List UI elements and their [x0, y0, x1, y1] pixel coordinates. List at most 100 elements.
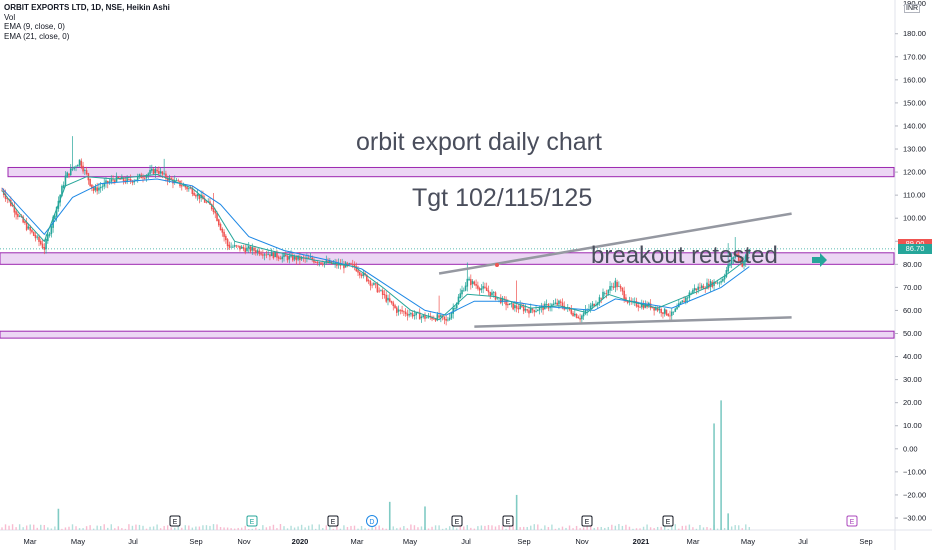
volume-bar	[166, 525, 169, 530]
ema9-label[interactable]: EMA (9, close, 0)	[4, 22, 65, 32]
candle-body	[397, 309, 400, 312]
ema21-label[interactable]: EMA (21, close, 0)	[4, 31, 70, 41]
candle-body	[686, 297, 689, 299]
candle-body	[519, 305, 521, 310]
candle-body	[133, 180, 135, 183]
candle-body	[748, 249, 751, 253]
candle-body	[351, 263, 354, 265]
volume-bar	[202, 525, 204, 530]
candle-body	[565, 308, 567, 310]
candle-body	[706, 282, 708, 289]
candle-body	[281, 256, 284, 260]
candle-body	[284, 254, 287, 257]
candle-body	[196, 193, 199, 197]
volume-bar	[396, 528, 398, 530]
candle-body	[722, 278, 724, 282]
candle-body	[392, 302, 395, 307]
candle-body	[415, 312, 417, 316]
candle-body	[574, 313, 576, 316]
volume-bar	[251, 528, 253, 530]
x-tick-label: Sep	[517, 537, 530, 546]
candle-body	[692, 289, 694, 294]
volume-bar	[170, 527, 172, 530]
volume-bar	[434, 525, 437, 530]
y-tick-label: 130.00	[903, 145, 926, 154]
candle-body	[210, 203, 213, 210]
candle-body	[36, 236, 39, 238]
volume-bar	[265, 527, 268, 530]
candle-body	[25, 222, 28, 230]
candle-body	[499, 297, 502, 304]
volume-bar	[378, 525, 380, 530]
volume-bar	[107, 527, 109, 530]
candle-body	[404, 311, 407, 315]
candle-body	[598, 297, 601, 304]
volume-bar	[100, 526, 102, 530]
candle-body	[270, 251, 273, 257]
y-tick-label: −30.00	[903, 513, 926, 522]
candle-body	[537, 310, 539, 312]
candle-body	[478, 288, 481, 291]
annotation-breakout[interactable]: breakout retested	[591, 242, 778, 269]
candle-body	[180, 185, 183, 187]
volume-bar	[632, 528, 634, 530]
candle-body	[699, 287, 701, 289]
candle-body	[457, 296, 460, 305]
volume-bar	[403, 526, 405, 530]
volume-bar	[322, 528, 324, 530]
y-tick-label: 30.00	[903, 375, 922, 384]
volume-bar	[688, 524, 691, 530]
candle-body	[316, 262, 319, 264]
candle-body	[464, 285, 467, 291]
candle-body	[128, 178, 130, 180]
candle-body	[247, 246, 250, 249]
candle-body	[473, 281, 476, 285]
candle-body	[117, 177, 120, 179]
volume-label[interactable]: Vol	[4, 12, 16, 22]
candle-body	[589, 305, 592, 310]
candle-body	[4, 194, 7, 199]
volume-bar	[593, 527, 595, 530]
volume-bar	[177, 524, 179, 530]
candle-body	[84, 170, 86, 171]
symbol-label[interactable]: ORBIT EXPORTS LTD, 1D, NSE, Heikin Ashi	[4, 3, 170, 12]
volume-bar	[131, 525, 134, 530]
candle-body	[741, 260, 744, 267]
candle-body	[29, 226, 31, 231]
candle-body	[470, 279, 472, 286]
volume-bar	[18, 524, 21, 530]
annotation-targets[interactable]: Tgt 102/115/125	[412, 184, 593, 212]
candle-body	[734, 252, 736, 258]
volume-bar	[530, 525, 532, 530]
candle-body	[531, 308, 534, 311]
volume-bar	[466, 525, 468, 530]
earnings-marker-label: E	[173, 519, 178, 526]
volume-bar	[128, 524, 130, 530]
candle-body	[286, 256, 289, 261]
candle-body	[101, 186, 104, 188]
volume-bar	[124, 528, 127, 530]
candle-body	[272, 252, 275, 259]
x-tick-label: Sep	[859, 537, 872, 546]
candle-body	[556, 302, 558, 305]
currency-badge[interactable]: INR	[904, 4, 921, 13]
volume-bar	[723, 528, 726, 530]
volume-bar	[473, 528, 476, 530]
candle-body	[142, 177, 144, 179]
volume-bar	[438, 525, 440, 530]
volume-bar	[61, 528, 63, 530]
candle-body	[381, 290, 384, 295]
candle-body	[290, 254, 292, 257]
candle-body	[193, 192, 195, 196]
candle-body	[492, 292, 495, 294]
volume-bar	[491, 525, 493, 530]
candle-body	[198, 194, 201, 199]
earnings-marker-label: E	[585, 519, 590, 526]
x-tick-label: Jul	[798, 537, 808, 546]
candle-body	[535, 310, 537, 312]
annotation-title[interactable]: orbit export daily chart	[356, 128, 602, 156]
candle-body	[156, 169, 158, 172]
candle-body	[295, 256, 298, 261]
candle-body	[263, 254, 266, 256]
